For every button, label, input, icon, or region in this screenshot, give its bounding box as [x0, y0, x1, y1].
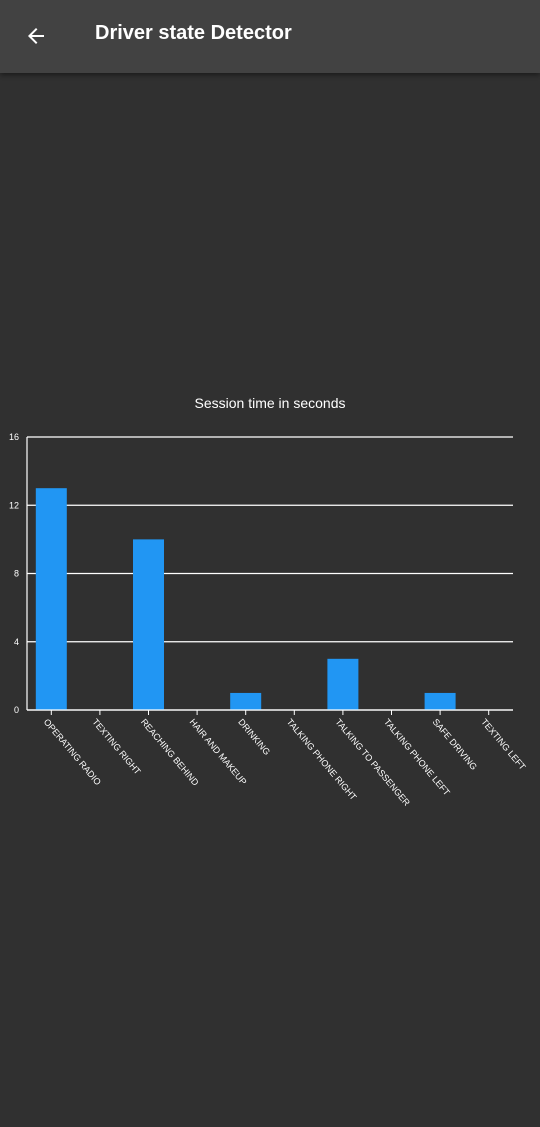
app-bar: Driver state Detector: [0, 0, 540, 73]
y-tick-label: 16: [9, 432, 19, 442]
y-tick-label: 8: [14, 569, 19, 579]
bar: [133, 539, 164, 710]
x-tick-label: SAFE DRIVING: [431, 717, 479, 772]
x-tick-label: TEXTING RIGHT: [90, 717, 143, 777]
bar: [424, 692, 456, 710]
arrow-back-icon: [28, 28, 44, 44]
y-tick-label: 4: [14, 637, 19, 647]
bar: [230, 692, 262, 710]
back-button[interactable]: [14, 14, 58, 58]
bar: [327, 658, 359, 710]
chart-title: Session time in seconds: [194, 395, 346, 411]
bar: [35, 488, 67, 710]
y-tick-label: 12: [9, 500, 19, 510]
chart-container: Session time in seconds 0 4 8 12 16 OPERATING…: [0, 380, 540, 820]
x-tick-label: TEXTING LEFT: [479, 717, 528, 772]
x-tick-label: OPERATING RADIO: [42, 717, 103, 787]
app-title: Driver state Detector: [95, 22, 292, 44]
y-tick-label: 0: [14, 705, 19, 715]
x-tick-label: DRINKING: [236, 717, 272, 757]
